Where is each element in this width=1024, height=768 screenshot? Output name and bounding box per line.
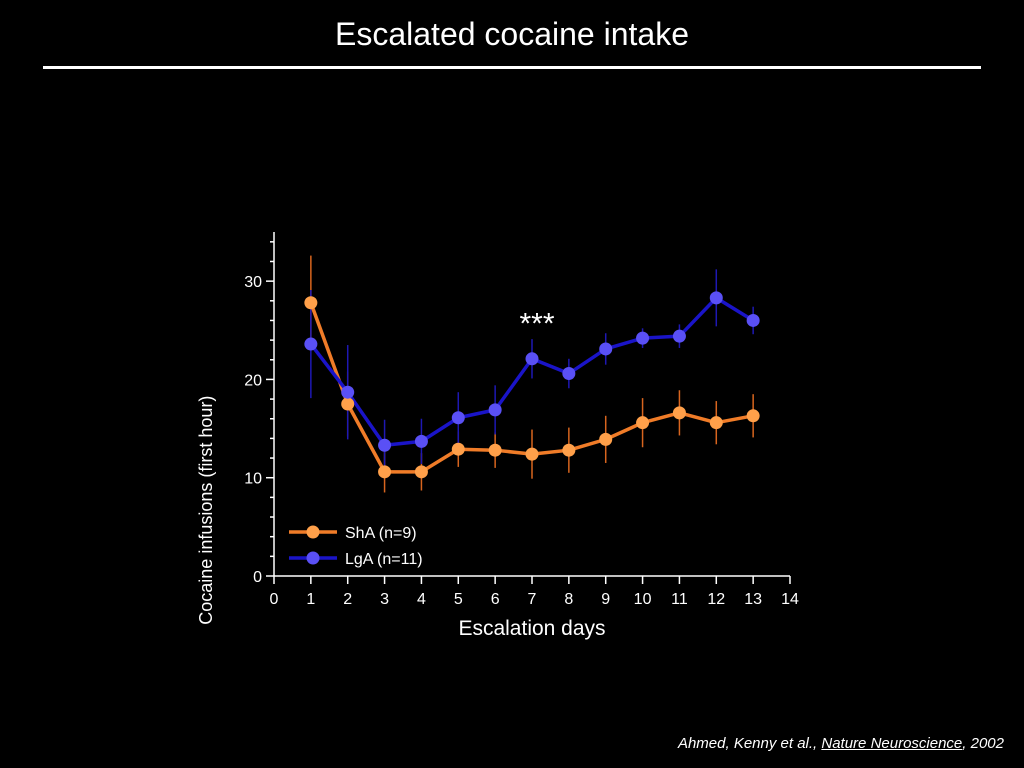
series-sha-point [341,397,355,411]
x-tick-label: 7 [528,591,537,608]
series-sha-point [636,416,650,430]
x-tick-label: 6 [491,591,500,608]
series-sha-point [414,465,428,479]
series-sha-point [599,432,613,446]
y-tick-label: 0 [253,569,262,586]
series-lga-point [414,434,428,448]
y-tick-label: 30 [244,274,262,291]
x-tick-label: 11 [671,591,688,608]
y-tick-label: 10 [244,471,262,488]
x-tick-label: 10 [634,591,652,608]
x-tick-label: 13 [744,591,762,608]
series-sha-point [562,443,576,457]
series-lga-legend-label: LgA (n=11) [345,551,423,568]
series-lga-point [672,329,686,343]
series-lga-point [525,352,539,366]
y-axis-label: Cocaine infusions (first hour) [196,396,216,625]
x-tick-label: 4 [417,591,426,608]
x-tick-label: 14 [781,591,799,608]
series-lga-point [304,337,318,351]
series-lga-legend-marker [306,551,320,565]
series-sha-point [709,416,723,430]
x-tick-label: 5 [454,591,463,608]
series-sha-point [746,409,760,423]
legend: ShA (n=9) LgA (n=11) [289,525,423,568]
x-tick-label: 12 [707,591,725,608]
y-tick-label: 20 [244,372,262,389]
x-tick-label: 2 [343,591,352,608]
series-lga-point [709,291,723,305]
citation-year: , 2002 [962,735,1004,752]
series-lga-point [341,385,355,399]
significance-annotation: *** [519,308,554,341]
series-sha-legend-label: ShA (n=9) [345,525,417,542]
x-tick-label: 3 [380,591,389,608]
series-lga-point [599,342,613,356]
x-tick-label: 8 [564,591,573,608]
slide-title: Escalated cocaine intake [335,16,689,52]
series-sha-point [488,443,502,457]
series-sha-legend-marker [306,525,320,539]
series-sha-point [525,447,539,461]
series-lga-point [636,331,650,345]
data-points [304,291,760,479]
citation-authors: Ahmed, Kenny et al., [677,735,818,752]
x-tick-label: 1 [306,591,315,608]
citation: Ahmed, Kenny et al., Nature Neuroscience… [678,735,1004,752]
x-axis-label: Escalation days [458,617,605,640]
series-lga-point [488,403,502,417]
series-sha-point [672,406,686,420]
series-lga-point [451,411,465,425]
x-tick-label: 9 [601,591,610,608]
series-lga-point [562,367,576,381]
title-divider [43,66,981,69]
series-lga-point [746,313,760,327]
series-sha-point [451,442,465,456]
series-sha-point [304,296,318,310]
series-lga-point [378,438,392,452]
x-tick-label: 0 [270,591,279,608]
citation-journal[interactable]: Nature Neuroscience [821,735,963,752]
chart-labels: Escalation days Cocaine infusions (first … [196,308,606,640]
series-sha-point [378,465,392,479]
